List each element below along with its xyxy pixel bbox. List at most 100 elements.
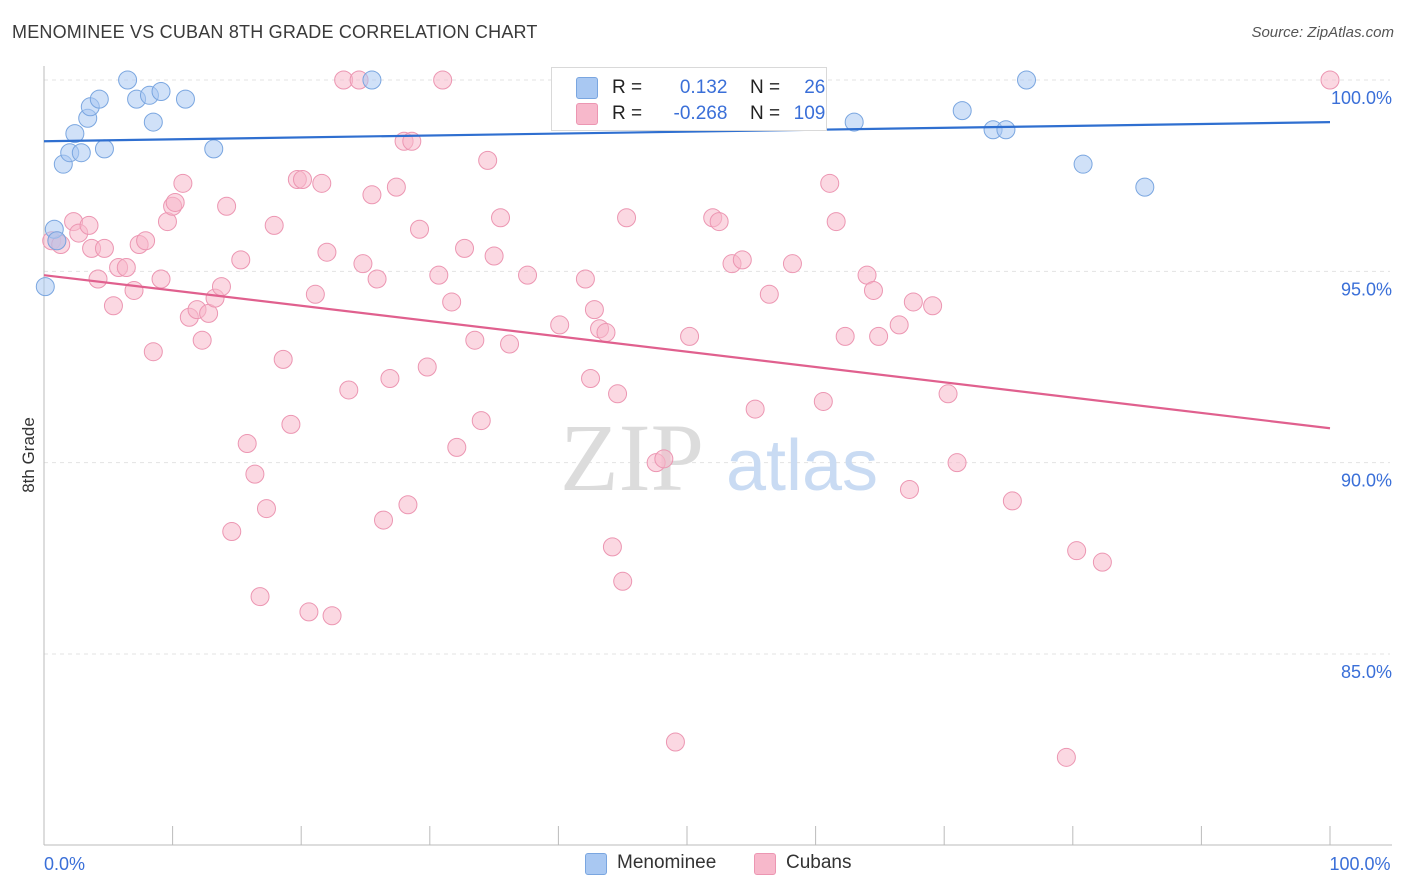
point-cubans	[478, 150, 498, 170]
chart-title: MENOMINEE VS CUBAN 8TH GRADE CORRELATION…	[12, 22, 538, 42]
point-cubans	[339, 380, 359, 400]
point-cubans	[1320, 70, 1340, 90]
point-cubans	[317, 242, 337, 262]
point-cubans	[222, 522, 242, 542]
point-cubans	[273, 349, 293, 369]
point-menominee	[35, 277, 55, 297]
point-cubans	[322, 606, 342, 626]
point-cubans	[820, 173, 840, 193]
point-cubans	[550, 315, 570, 335]
trend-layer	[43, 120, 1331, 430]
point-cubans	[417, 357, 437, 377]
legend-r-value: -0.268	[673, 103, 728, 124]
point-cubans	[745, 399, 765, 419]
point-menominee	[1073, 154, 1093, 174]
point-menominee	[151, 81, 171, 101]
point-cubans	[312, 173, 332, 193]
point-cubans	[1056, 747, 1076, 767]
point-cubans	[596, 323, 616, 343]
axis-layer: 100.0% 95.0% 90.0% 85.0% 0.0% 100.0%	[43, 66, 1392, 874]
series-swatch-menominee	[585, 853, 607, 875]
point-cubans	[231, 250, 251, 270]
point-menominee	[1017, 70, 1037, 90]
point-menominee	[47, 231, 67, 251]
point-cubans	[608, 384, 628, 404]
point-cubans	[455, 238, 475, 258]
point-cubans	[256, 499, 276, 519]
point-cubans	[581, 368, 601, 388]
point-cubans	[433, 70, 453, 90]
point-cubans	[732, 250, 752, 270]
point-cubans	[79, 215, 99, 235]
legend-r-label: R =	[612, 103, 643, 124]
points-layer	[35, 70, 1340, 767]
trend-line-menominee	[43, 120, 1331, 143]
point-cubans	[292, 169, 312, 189]
point-menominee	[71, 143, 91, 163]
point-cubans	[471, 411, 491, 431]
point-menominee	[362, 70, 382, 90]
point-cubans	[88, 269, 108, 289]
y-tick-label: 90.0%	[1341, 471, 1392, 491]
y-axis-title: 8th Grade	[19, 417, 38, 493]
point-cubans	[484, 246, 504, 266]
point-cubans	[245, 464, 265, 484]
legend-swatch-cubans	[576, 103, 598, 125]
point-cubans	[1002, 491, 1022, 511]
point-cubans	[665, 732, 685, 752]
point-cubans	[398, 495, 418, 515]
point-cubans	[709, 212, 729, 232]
point-cubans	[813, 391, 833, 411]
point-cubans	[863, 280, 883, 300]
point-cubans	[380, 368, 400, 388]
point-menominee	[1135, 177, 1155, 197]
point-cubans	[94, 238, 114, 258]
point-cubans	[362, 185, 382, 205]
point-cubans	[869, 326, 889, 346]
point-cubans	[491, 208, 511, 228]
legend-r-label: R =	[612, 77, 643, 98]
point-cubans	[602, 537, 622, 557]
point-cubans	[518, 265, 538, 285]
point-menominee	[996, 120, 1016, 140]
watermark-zip: ZIP	[560, 404, 704, 511]
point-cubans	[165, 192, 185, 212]
y-tick-label: 85.0%	[1341, 662, 1392, 682]
point-cubans	[1092, 552, 1112, 572]
legend-swatch-menominee	[576, 77, 598, 99]
point-cubans	[192, 330, 212, 350]
point-menominee	[952, 101, 972, 121]
point-menominee	[844, 112, 864, 132]
legend-n-label: N =	[749, 103, 781, 124]
point-cubans	[442, 292, 462, 312]
legend-n-value: 26	[804, 77, 826, 98]
x-tick-label: 0.0%	[44, 854, 85, 874]
point-cubans	[374, 510, 394, 530]
series-swatch-cubans	[754, 853, 776, 875]
point-cubans	[136, 231, 156, 251]
point-cubans	[889, 315, 909, 335]
legend-n-value: 109	[793, 103, 826, 124]
point-cubans	[680, 326, 700, 346]
y-tick-label: 95.0%	[1341, 279, 1392, 299]
point-cubans	[613, 571, 633, 591]
point-cubans	[305, 284, 325, 304]
point-menominee	[65, 124, 85, 144]
series-label-cubans: Cubans	[786, 852, 852, 873]
watermark: ZIP atlas	[560, 404, 878, 511]
point-cubans	[143, 342, 163, 362]
legend-n-label: N =	[749, 77, 781, 98]
point-cubans	[410, 219, 430, 239]
point-cubans	[899, 479, 919, 499]
point-cubans	[447, 437, 467, 457]
point-cubans	[299, 602, 319, 622]
point-cubans	[826, 212, 846, 232]
point-cubans	[782, 254, 802, 274]
point-cubans	[151, 269, 171, 289]
x-tick-label: 100.0%	[1329, 854, 1390, 874]
source-credit: Source: ZipAtlas.com	[1251, 24, 1394, 41]
point-cubans	[103, 296, 123, 316]
point-cubans	[575, 269, 595, 289]
grid-layer	[44, 79, 1390, 655]
